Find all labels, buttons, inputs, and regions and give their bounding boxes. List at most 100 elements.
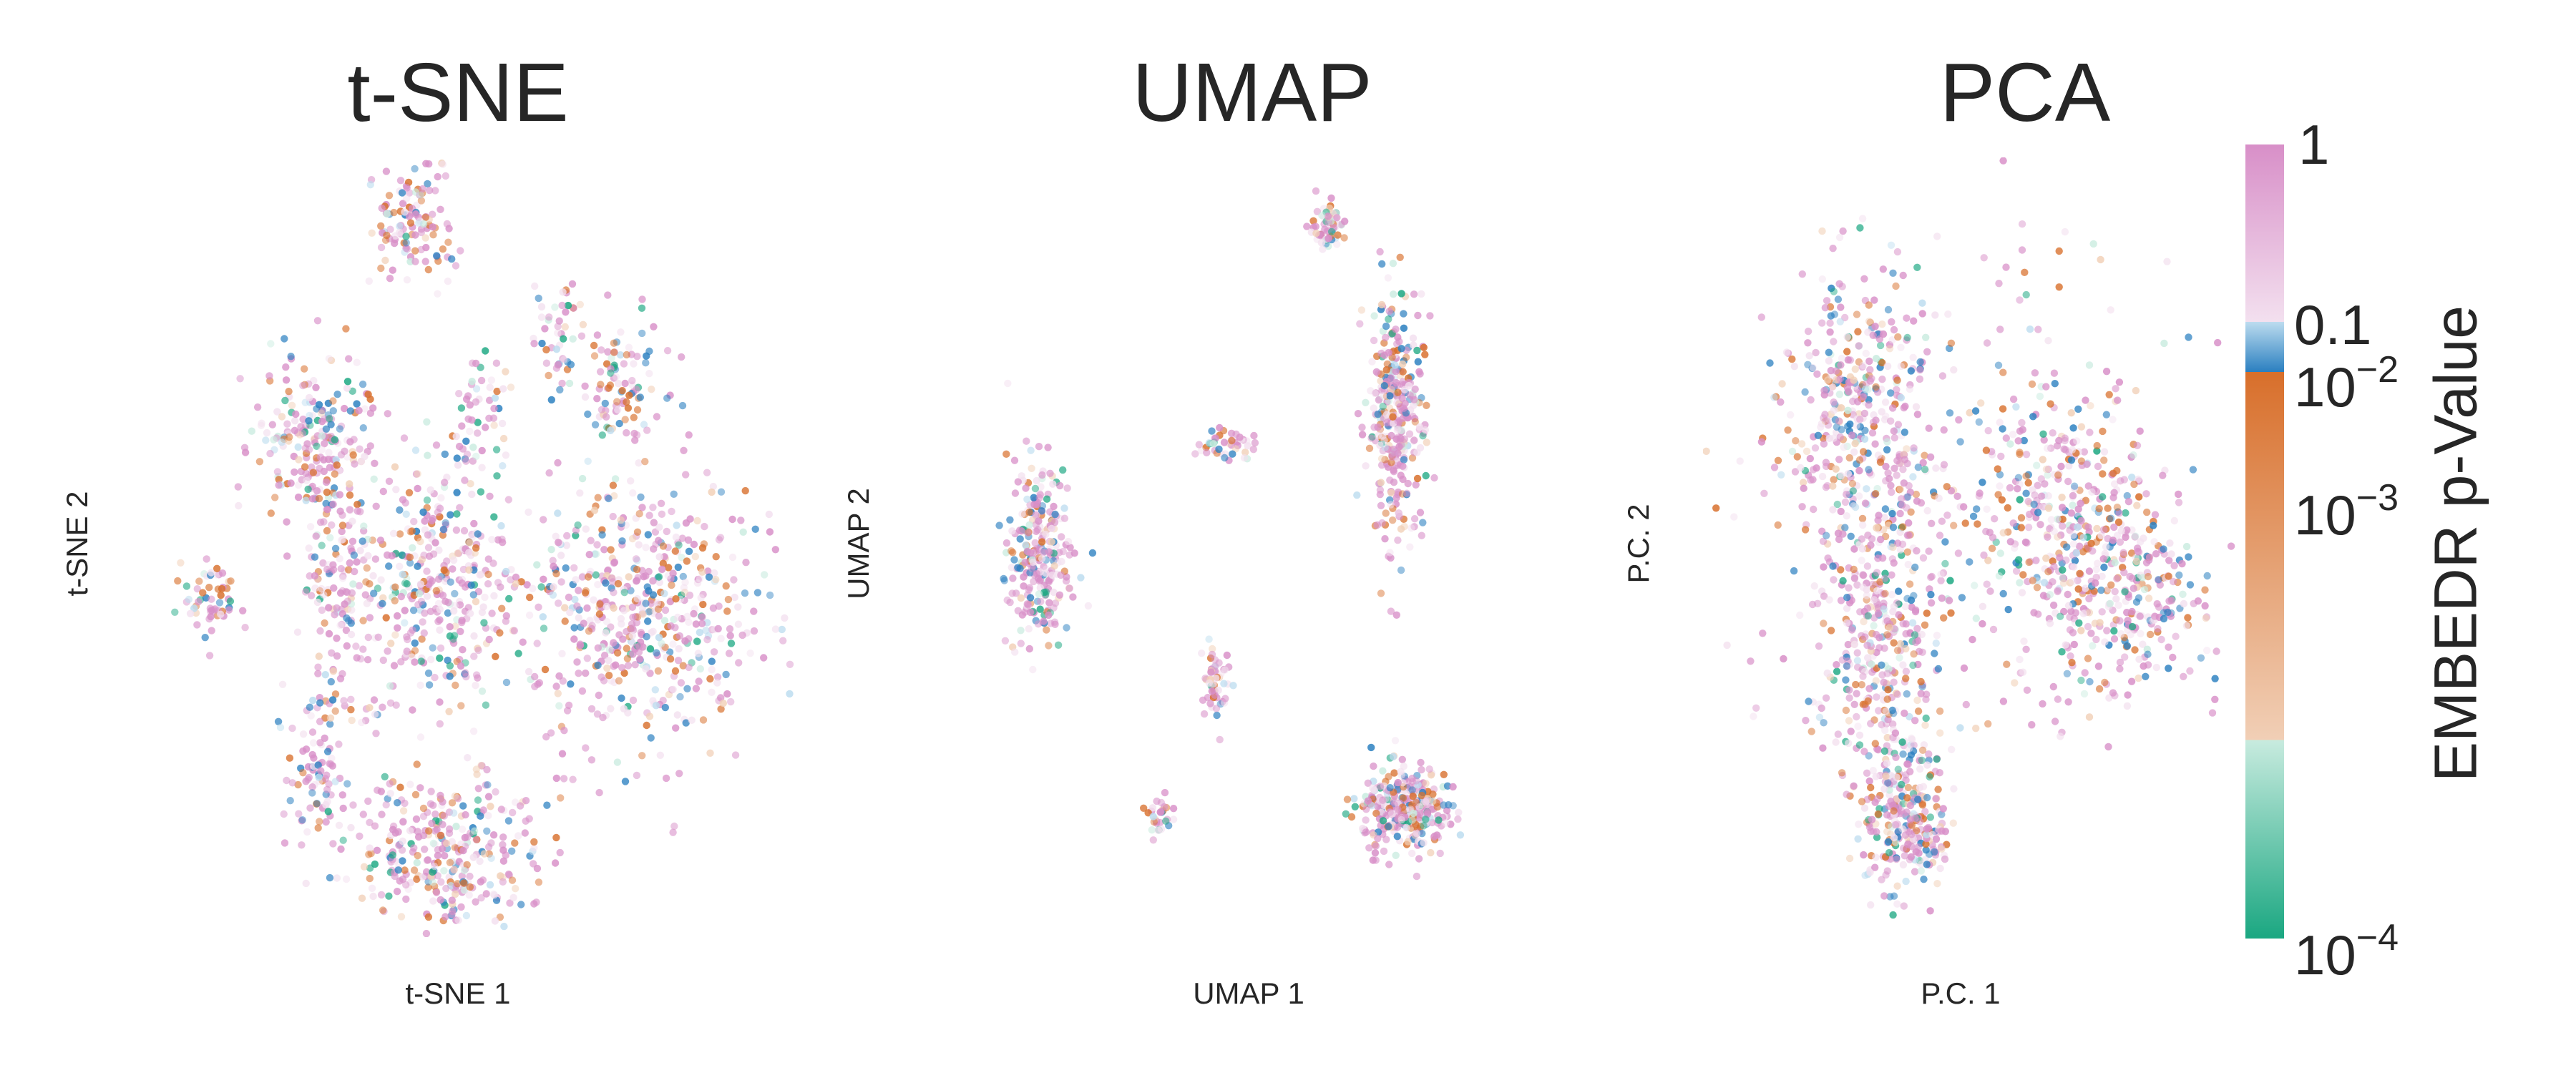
scatter-point <box>2054 695 2062 703</box>
scatter-point <box>2114 396 2122 404</box>
scatter-point <box>712 576 720 584</box>
scatter-point <box>645 370 653 378</box>
scatter-point <box>1905 519 1913 527</box>
scatter-point <box>265 372 273 380</box>
scatter-point <box>476 571 484 579</box>
scatter-point <box>429 897 437 905</box>
scatter-point <box>1999 589 2007 598</box>
scatter-point <box>2109 416 2117 423</box>
scatter-point <box>460 886 468 894</box>
scatter-point <box>683 612 691 620</box>
scatter-point <box>1396 253 1404 261</box>
scatter-point <box>2036 392 2044 401</box>
scatter-point <box>487 854 495 862</box>
scatter-point <box>1835 417 1843 425</box>
scatter-point <box>1885 632 1893 640</box>
scatter-point <box>1864 386 1872 393</box>
scatter-point <box>348 537 357 545</box>
scatter-point <box>1378 519 1386 527</box>
scatter-point <box>1409 792 1417 800</box>
scatter-point <box>369 892 377 901</box>
scatter-point <box>450 866 458 873</box>
scatter-point <box>1160 803 1169 811</box>
scatter-point <box>1374 410 1382 418</box>
scatter-point <box>1977 399 1985 407</box>
scatter-point <box>1787 411 1795 419</box>
scatter-point <box>1221 454 1229 462</box>
scatter-point <box>2074 505 2082 513</box>
scatter-point <box>2064 602 2073 609</box>
scatter-point <box>496 629 504 637</box>
scatter-point <box>297 423 305 431</box>
scatter-point <box>441 913 449 921</box>
scatter-point <box>1413 474 1422 483</box>
scatter-point <box>2073 437 2081 445</box>
scatter-point <box>419 185 426 193</box>
scatter-point <box>283 518 291 526</box>
scatter-point <box>363 564 371 572</box>
scatter-point <box>1018 472 1025 480</box>
scatter-point <box>499 462 507 470</box>
scatter-point <box>1910 741 1918 749</box>
scatter-point <box>499 385 507 393</box>
scatter-point <box>1398 755 1406 763</box>
scatter-point <box>1880 645 1888 652</box>
scatter-point <box>499 878 507 886</box>
scatter-point <box>372 730 380 738</box>
scatter-point <box>2069 424 2077 432</box>
scatter-point <box>338 620 346 629</box>
scatter-point <box>370 589 378 597</box>
scatter-point <box>293 628 302 636</box>
scatter-point <box>331 470 338 478</box>
scatter-point <box>2074 523 2082 531</box>
scatter-point <box>267 509 275 517</box>
scatter-point <box>1435 816 1443 824</box>
scatter-point <box>2092 635 2100 644</box>
scatter-point <box>631 436 639 444</box>
scatter-point <box>1983 580 1991 588</box>
scatter-point <box>1893 773 1901 781</box>
scatter-point <box>419 804 428 813</box>
scatter-point <box>1926 907 1934 915</box>
scatter-point <box>669 640 677 648</box>
scatter-point <box>421 846 429 853</box>
scatter-point <box>436 896 444 904</box>
scatter-point <box>424 531 432 539</box>
scatter-point <box>1865 301 1873 309</box>
scatter-point <box>336 675 345 682</box>
scatter-point <box>483 827 491 835</box>
scatter-point <box>671 547 679 555</box>
scatter-point <box>2044 492 2052 500</box>
scatter-point <box>1820 563 1828 571</box>
scatter-point <box>467 480 474 488</box>
scatter-point <box>2050 562 2058 571</box>
scatter-point <box>2022 645 2030 653</box>
scatter-point <box>441 852 449 860</box>
scatter-point <box>2055 283 2063 291</box>
scatter-point <box>381 256 389 265</box>
scatter-point <box>2049 601 2058 609</box>
scatter-point <box>1826 328 1834 336</box>
scatter-point <box>454 549 462 557</box>
scatter-point <box>1343 795 1352 803</box>
scatter-point <box>1859 521 1867 529</box>
scatter-point <box>2115 509 2123 517</box>
scatter-point <box>1872 853 1880 861</box>
scatter-point <box>1893 456 1901 465</box>
scatter-point <box>266 449 274 458</box>
scatter-point <box>457 627 464 635</box>
scatter-point <box>2135 655 2143 663</box>
scatter-point <box>2131 533 2139 541</box>
scatter-point <box>699 600 707 609</box>
scatter-point <box>2201 602 2209 610</box>
scatter-point <box>1999 425 2006 433</box>
scatter-point <box>1891 821 1900 829</box>
scatter-point <box>480 850 488 858</box>
scatter-point <box>490 891 498 899</box>
scatter-point <box>1380 847 1388 856</box>
scatter-point <box>643 721 650 730</box>
scatter-point <box>436 205 444 213</box>
scatter-point <box>1994 491 2002 499</box>
scatter-point <box>558 650 566 657</box>
scatter-point <box>633 594 641 603</box>
